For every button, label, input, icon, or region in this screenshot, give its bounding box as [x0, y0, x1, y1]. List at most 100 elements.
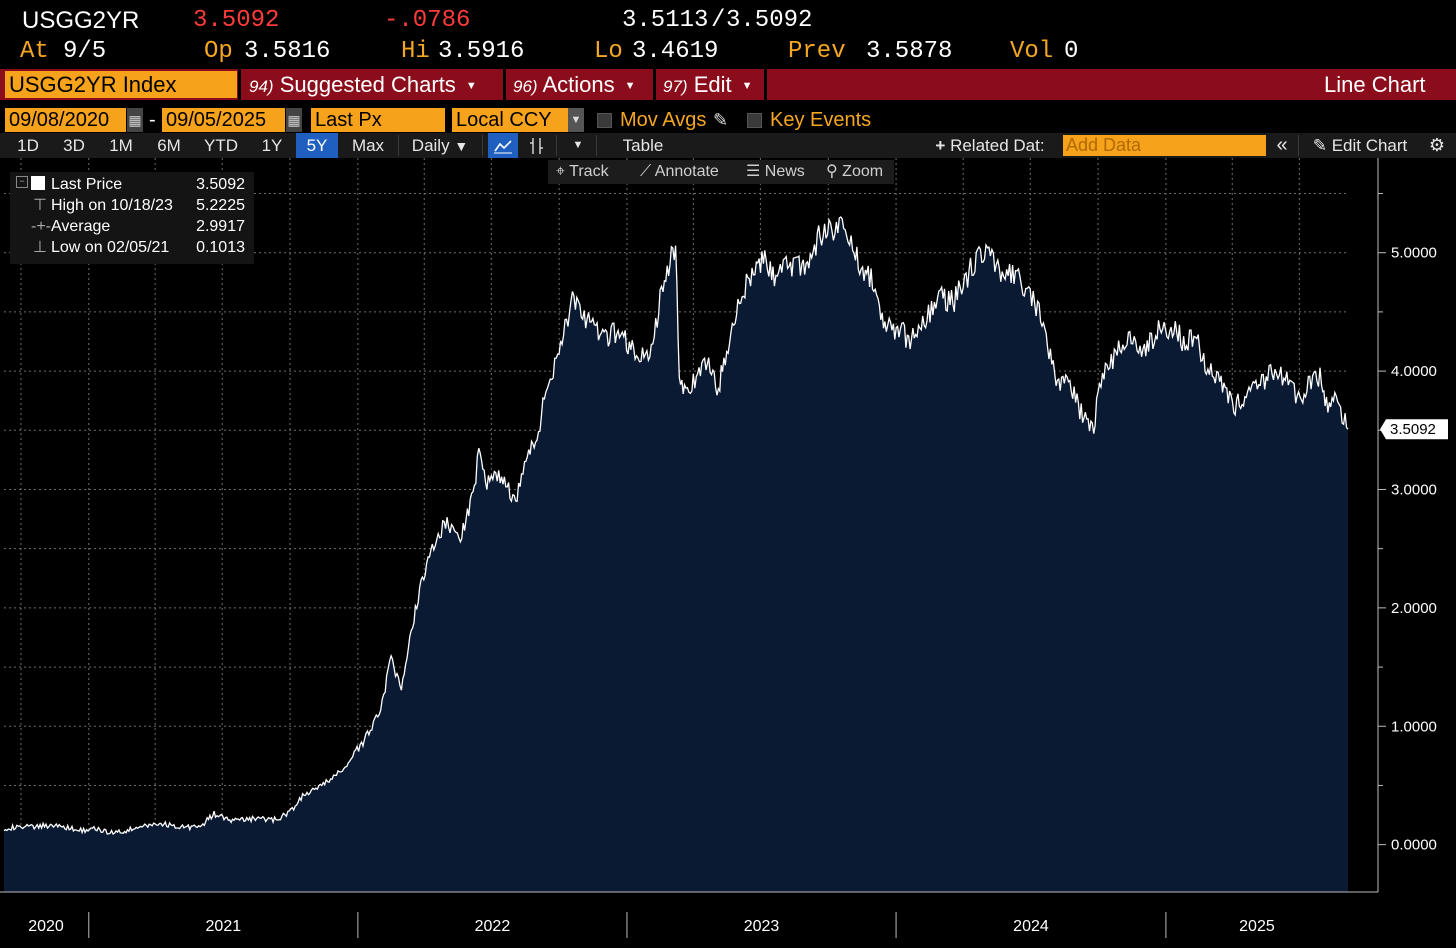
actions-menu[interactable]: 96) Actions ▼: [513, 69, 636, 100]
x-tick-label: 2021: [206, 918, 242, 935]
suggested-charts-number: 94): [249, 77, 274, 96]
actions-number: 96): [513, 77, 538, 96]
suggested-charts-label: Suggested Charts: [279, 72, 456, 97]
annotate-label: Annotate: [654, 163, 719, 180]
news-label: News: [764, 163, 805, 180]
frequency-select[interactable]: Daily ▼: [402, 133, 478, 158]
date-range-separator: -: [149, 109, 156, 131]
candlestick-icon[interactable]: [522, 133, 552, 158]
range-1d[interactable]: 1D: [17, 136, 39, 155]
range-3d[interactable]: 3D: [63, 136, 85, 155]
chevron-down-icon: ▼: [454, 138, 469, 154]
frequency-label: Daily: [411, 136, 450, 155]
x-tick-label: 2020: [28, 918, 64, 935]
pencil-icon: ✎: [1312, 136, 1327, 155]
volume-value: 0: [1064, 38, 1079, 65]
series-swatch: [31, 176, 45, 190]
range-max[interactable]: Max: [351, 136, 385, 155]
price-line: [3, 216, 1349, 835]
edit-menu[interactable]: 97) Edit ▼: [663, 69, 753, 100]
line-chart-icon[interactable]: [488, 133, 518, 158]
high-marker-icon: ⊤: [33, 197, 47, 214]
add-data-input[interactable]: Add Data: [1063, 135, 1266, 156]
price-chart[interactable]: 0.0000 1.0000 2.0000 3.0000 4.0000 5.0000 3.50…: [0, 158, 1456, 948]
x-tick-label: 2023: [744, 918, 780, 935]
price-area: [4, 217, 1348, 892]
toolbar-separator: [482, 135, 483, 156]
low-value: 3.4619: [632, 38, 719, 65]
plus-icon: +: [935, 136, 946, 155]
security-input[interactable]: USGG2YR Index: [5, 71, 237, 98]
prev-label: Prev: [788, 38, 846, 65]
legend-average-label: Average: [51, 218, 111, 235]
end-date-input[interactable]: 09/05/2025: [162, 108, 285, 132]
bid-ask-separator: /: [711, 7, 726, 34]
price-change: -.0786: [384, 7, 471, 34]
range-ytd[interactable]: YTD: [204, 136, 238, 155]
high-label: Hi: [401, 38, 430, 65]
chevron-down-icon[interactable]: ▼: [572, 139, 584, 151]
pencil-icon[interactable]: ✎: [713, 110, 729, 130]
last-price: 3.5092: [193, 7, 280, 34]
gear-icon[interactable]: ⚙: [1428, 135, 1446, 155]
legend-last-label: Last Price: [51, 176, 123, 193]
legend-high-value: 5.2225: [196, 197, 245, 214]
range-5y[interactable]: 5Y: [296, 133, 338, 158]
suggested-charts-menu[interactable]: 94) Suggested Charts ▼: [249, 69, 477, 100]
chevron-down-icon[interactable]: ▼: [568, 108, 584, 132]
at-value: 9/5: [63, 38, 107, 65]
range-6m[interactable]: 6M: [157, 136, 181, 155]
legend-high-label: High on 10/18/23: [51, 197, 173, 214]
field-select[interactable]: Last Px: [311, 108, 445, 132]
collapse-icon[interactable]: −: [16, 176, 28, 188]
news-button[interactable]: ☰ News: [746, 160, 805, 184]
news-icon: ☰: [746, 163, 761, 180]
double-chevron-left-icon[interactable]: «: [1276, 134, 1288, 156]
chart-axes: 0.0000 1.0000 2.0000 3.0000 4.0000 5.0000 3.50…: [0, 158, 1448, 938]
edit-chart-button[interactable]: ✎ Edit Chart: [1302, 133, 1418, 158]
x-tick-label: 2025: [1239, 918, 1275, 935]
actions-label: Actions: [542, 72, 615, 97]
menu-separator: [653, 69, 656, 100]
bid-price: 3.5113: [622, 7, 709, 34]
mov-avgs-label[interactable]: Mov Avgs: [620, 109, 707, 131]
zoom-label: Zoom: [842, 163, 884, 180]
currency-select[interactable]: Local CCY: [452, 108, 568, 132]
start-date-input[interactable]: 09/08/2020: [5, 108, 126, 132]
toolbar-separator: [596, 135, 597, 156]
volume-label: Vol: [1010, 38, 1054, 65]
toolbar-separator: [556, 135, 557, 156]
range-1y[interactable]: 1Y: [261, 136, 283, 155]
edit-chart-label: Edit Chart: [1331, 136, 1408, 155]
chart-subtoolbar: [548, 160, 894, 184]
related-data-label: Related Dat:: [950, 136, 1045, 155]
legend-last-value: 3.5092: [196, 176, 245, 193]
menu-separator: [503, 69, 506, 100]
range-1m[interactable]: 1M: [109, 136, 133, 155]
table-button[interactable]: Table: [622, 136, 664, 155]
calendar-icon[interactable]: ▦: [286, 108, 302, 132]
chart-type-label: Line Chart: [1324, 72, 1426, 97]
last-price-marker: [1380, 419, 1448, 440]
related-data-button[interactable]: + Related Dat:: [926, 133, 1054, 158]
y-tick-label: 1.0000: [1391, 718, 1437, 735]
zoom-button[interactable]: ⚲ Zoom: [826, 160, 883, 184]
y-tick-label: 0.0000: [1391, 837, 1437, 854]
key-events-checkbox[interactable]: [747, 113, 762, 128]
average-marker-icon: -+-: [31, 218, 51, 235]
toolbar-separator: [398, 135, 399, 156]
menu-bar: [0, 69, 1456, 100]
mov-avgs-checkbox[interactable]: [597, 113, 612, 128]
calendar-icon[interactable]: ▦: [127, 108, 143, 132]
annotate-button[interactable]: ⟋ Annotate: [640, 160, 719, 184]
chart-legend: [10, 172, 254, 264]
high-value: 3.5916: [438, 38, 525, 65]
legend-low-label: Low on 02/05/21: [51, 239, 170, 256]
track-button[interactable]: ⌖ Track: [556, 160, 609, 184]
last-price-marker-label: 3.5092: [1390, 421, 1436, 438]
ask-price: 3.5092: [726, 7, 813, 34]
key-events-label[interactable]: Key Events: [770, 109, 872, 131]
y-tick-label: 2.0000: [1391, 600, 1437, 617]
toolbar-separator: [1298, 135, 1299, 156]
at-label: At: [20, 38, 49, 65]
